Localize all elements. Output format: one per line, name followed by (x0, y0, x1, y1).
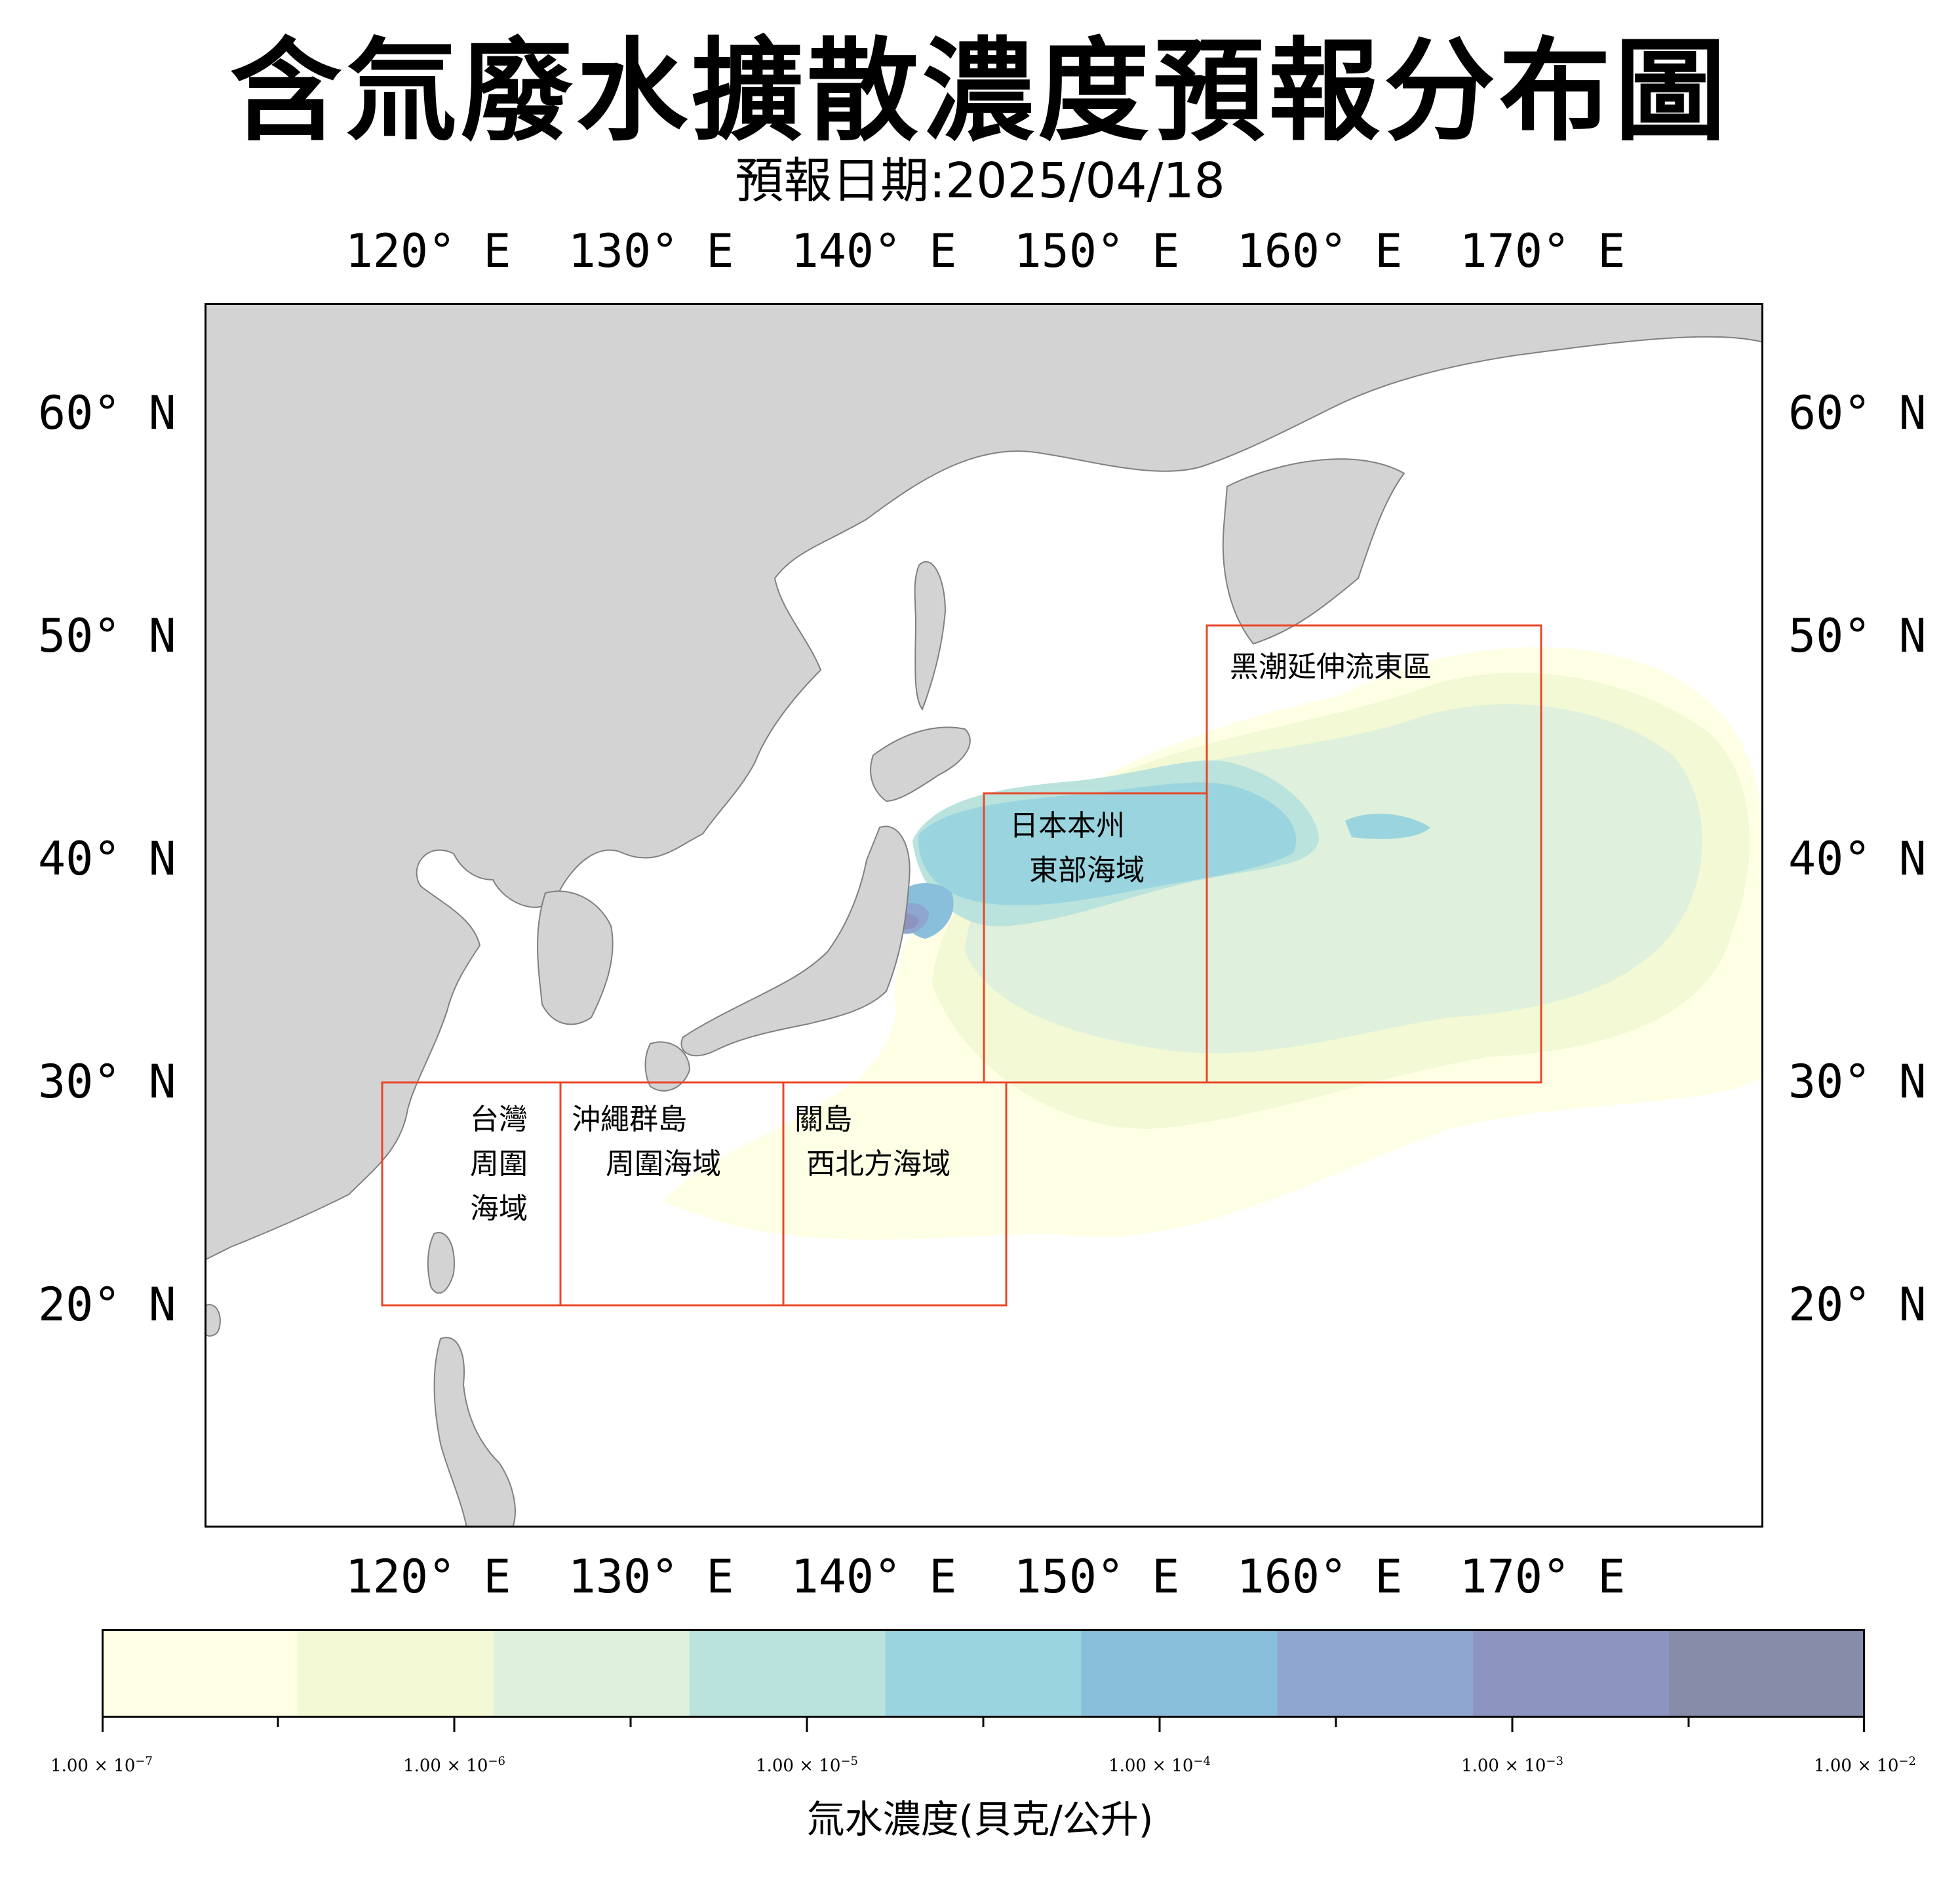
land-kamchatka (1222, 458, 1405, 645)
plume-level-5b (1345, 814, 1430, 839)
colorbar-level-3 (493, 1629, 690, 1718)
lon-tick-bottom-120: 120° E (345, 1550, 511, 1604)
colorbar-tick-1e-2: 1.00 × 10−2 (1814, 1754, 1916, 1776)
colorbar-level-6 (1081, 1629, 1278, 1718)
land (205, 303, 1763, 1528)
lat-tick-left-40: 40° N (38, 832, 176, 886)
colorbar (102, 1629, 1865, 1718)
lat-tick-left-50: 50° N (38, 609, 176, 663)
lon-tick-bottom-150: 150° E (1013, 1550, 1180, 1604)
colorbar-level-7 (1277, 1629, 1474, 1718)
colorbar-tick-1e-6: 1.00 × 10−6 (403, 1754, 505, 1776)
land-kyushu (644, 1041, 691, 1092)
land-japan-honshu (680, 825, 911, 1057)
colorbar-tick-1e-4: 1.00 × 10−4 (1108, 1754, 1211, 1776)
colorbar-tick-1e-7: 1.00 × 10−7 (50, 1754, 153, 1776)
lon-tick-top-160: 160° E (1236, 224, 1403, 278)
page-title: 含氚廢水擴散濃度預報分布圖 (229, 27, 1730, 157)
region-label-taiwan-1: 台灣 (470, 1103, 528, 1136)
region-label-okinawa-2: 周圍海域 (606, 1147, 721, 1181)
region-label-guam-2: 西北方海域 (806, 1147, 951, 1181)
forecast-date: 預報日期:2025/04/18 (735, 153, 1225, 209)
lat-tick-left-30: 30° N (38, 1055, 176, 1109)
region-label-taiwan-3: 海域 (470, 1192, 528, 1225)
lon-tick-bottom-160: 160° E (1236, 1550, 1403, 1604)
colorbar-level-4 (689, 1629, 886, 1718)
lat-tick-right-50: 50° N (1788, 609, 1927, 663)
region-label-kuroshio: 黑潮延伸流東區 (1230, 650, 1432, 684)
lon-tick-bottom-140: 140° E (791, 1550, 957, 1604)
colorbar-level-5 (885, 1629, 1082, 1718)
colorbar-level-2 (297, 1629, 494, 1718)
lon-tick-bottom-170: 170° E (1459, 1550, 1626, 1604)
region-label-honshu-2: 東部海域 (1029, 854, 1145, 887)
region-label-taiwan-2: 周圍 (470, 1147, 528, 1181)
lon-tick-bottom-130: 130° E (568, 1550, 734, 1604)
land-hainan (205, 1304, 221, 1337)
lon-tick-top-130: 130° E (568, 224, 734, 278)
colorbar-level-1 (102, 1629, 298, 1718)
lat-tick-left-60: 60° N (38, 386, 176, 440)
colorbar-frame (102, 1629, 1865, 1718)
concentration-map: 台灣 周圍 海域 沖繩群島 周圍海域 關島 西北方海域 日本本州 東部海域 黑潮… (205, 303, 1763, 1528)
land-japan-hokkaido (870, 726, 971, 802)
lon-tick-top-150: 150° E (1013, 224, 1180, 278)
lon-tick-top-170: 170° E (1459, 224, 1626, 278)
land-sakhalin (914, 561, 947, 711)
plume-level-5 (918, 782, 1297, 905)
region-label-okinawa-1: 沖繩群島 (572, 1103, 687, 1136)
map-frame (205, 303, 1763, 1528)
lon-tick-top-140: 140° E (791, 224, 957, 278)
lat-tick-left-20: 20° N (38, 1278, 176, 1332)
colorbar-tick-1e-5: 1.00 × 10−5 (756, 1754, 858, 1776)
colorbar-levels (102, 1629, 1865, 1718)
colorbar-level-8 (1473, 1629, 1670, 1718)
region-boxes (381, 624, 1542, 1307)
concentration-plume (663, 647, 1763, 1240)
lon-tick-top-120: 120° E (345, 224, 511, 278)
lat-tick-right-40: 40° N (1788, 832, 1927, 886)
region-box-guam-northwest (782, 1081, 1008, 1307)
region-box-kuroshio-east (1205, 624, 1542, 1084)
colorbar-ticks (102, 1718, 1865, 1732)
land-taiwan (427, 1232, 455, 1294)
lat-tick-right-60: 60° N (1788, 386, 1927, 440)
lat-tick-right-20: 20° N (1788, 1278, 1927, 1332)
land-asia-mainland (205, 303, 1763, 1261)
region-label-honshu-1: 日本本州 (1009, 809, 1125, 842)
lat-tick-right-30: 30° N (1788, 1055, 1927, 1109)
region-labels: 台灣 周圍 海域 沖繩群島 周圍海域 關島 西北方海域 日本本州 東部海域 黑潮… (470, 650, 1432, 1225)
colorbar-level-9 (1669, 1629, 1865, 1718)
land-philippines (433, 1337, 516, 1528)
land-korea (537, 890, 614, 1025)
colorbar-label: 氚水濃度(貝克/公升) (806, 1797, 1154, 1842)
region-label-guam-1: 關島 (794, 1103, 852, 1136)
colorbar-tick-1e-3: 1.00 × 10−3 (1461, 1754, 1563, 1776)
